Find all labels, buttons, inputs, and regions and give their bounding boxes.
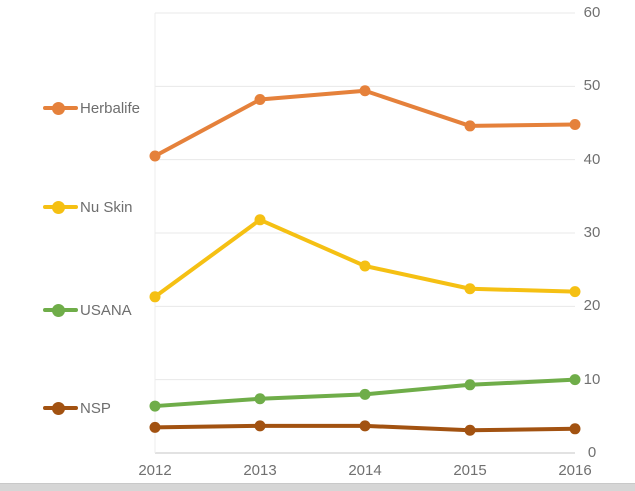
data-point-herbalife bbox=[254, 94, 266, 106]
x-tick-label: 2014 bbox=[348, 462, 382, 479]
data-point-usana bbox=[254, 393, 266, 405]
legend-marker-herbalife bbox=[43, 101, 78, 115]
x-tick-label: 2013 bbox=[243, 462, 277, 479]
legend-label: NSP bbox=[80, 399, 111, 417]
y-tick-label: 40 bbox=[583, 150, 601, 168]
x-tick-label: 2015 bbox=[453, 462, 487, 479]
y-tick-label: 60 bbox=[583, 4, 601, 21]
data-point-nu-skin bbox=[254, 214, 266, 226]
data-point-herbalife bbox=[149, 150, 161, 162]
data-point-nsp bbox=[569, 423, 581, 435]
data-point-nsp bbox=[149, 421, 161, 433]
data-point-usana bbox=[569, 374, 581, 386]
x-tick-label: 2012 bbox=[138, 462, 172, 479]
data-point-nu-skin bbox=[359, 260, 371, 272]
data-point-usana bbox=[464, 379, 476, 391]
data-point-nsp bbox=[464, 424, 476, 436]
series-line-herbalife bbox=[153, 88, 577, 158]
legend-item-usana[interactable]: USANA bbox=[43, 300, 132, 320]
data-point-nsp bbox=[254, 420, 266, 432]
y-tick-label: 0 bbox=[587, 444, 597, 461]
y-tick-label: 10 bbox=[583, 370, 601, 388]
y-tick-label: 50 bbox=[583, 77, 601, 95]
legend-label: Nu Skin bbox=[80, 198, 133, 216]
legend-dot-swatch bbox=[52, 304, 65, 317]
legend-dot-swatch bbox=[52, 201, 65, 214]
data-point-herbalife bbox=[359, 85, 371, 97]
data-point-usana bbox=[359, 388, 371, 400]
x-tick-label: 2016 bbox=[558, 462, 592, 479]
data-point-nsp bbox=[359, 420, 371, 432]
legend-marker-nu-skin bbox=[43, 200, 78, 214]
legend-label: Herbalife bbox=[80, 99, 141, 117]
data-point-nu-skin bbox=[464, 283, 476, 295]
data-point-herbalife bbox=[569, 118, 581, 130]
data-point-herbalife bbox=[464, 120, 476, 132]
legend-item-herbalife[interactable]: Herbalife bbox=[43, 98, 140, 118]
data-point-nu-skin bbox=[569, 286, 581, 298]
legend-dot-swatch bbox=[52, 402, 65, 415]
series-line-nu-skin bbox=[153, 217, 577, 299]
legend-item-nsp[interactable]: NSP bbox=[43, 398, 111, 418]
y-tick-label: 30 bbox=[583, 224, 601, 241]
legend-marker-nsp bbox=[43, 401, 78, 415]
data-point-nu-skin bbox=[149, 291, 161, 303]
legend-item-nu-skin[interactable]: Nu Skin bbox=[43, 197, 133, 217]
legend-dot-swatch bbox=[52, 102, 65, 115]
y-tick-label: 20 bbox=[583, 297, 601, 315]
legend-label: USANA bbox=[80, 301, 132, 319]
window-bottom-border bbox=[0, 483, 635, 491]
data-point-usana bbox=[149, 400, 161, 412]
legend-marker-usana bbox=[43, 303, 78, 317]
